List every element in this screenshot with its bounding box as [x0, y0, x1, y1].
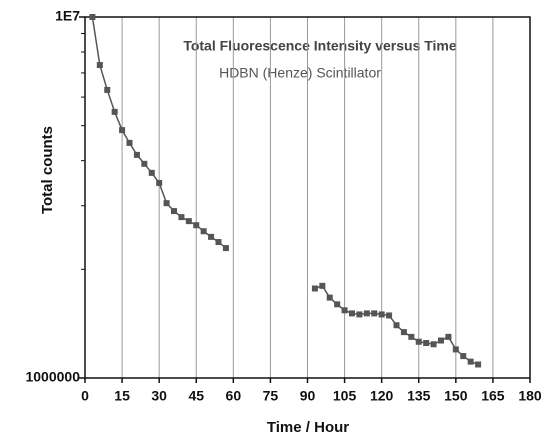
point — [393, 322, 400, 329]
point — [363, 310, 370, 317]
point — [326, 294, 333, 301]
point — [386, 312, 393, 319]
x-tick-label: 60 — [226, 388, 242, 404]
point — [222, 245, 229, 252]
point — [104, 86, 111, 93]
y-axis-label: Total counts — [39, 126, 56, 214]
point — [119, 127, 126, 134]
x-tick-label: 15 — [114, 388, 130, 404]
y-tick-label: 1E7 — [55, 8, 80, 24]
x-tick-label: 165 — [481, 388, 505, 404]
x-tick-label: 105 — [333, 388, 357, 404]
point — [460, 353, 467, 360]
x-tick-label: 180 — [518, 388, 542, 404]
x-tick-label: 150 — [444, 388, 468, 404]
point — [445, 333, 452, 340]
point — [415, 338, 422, 345]
x-tick-label: 0 — [81, 388, 89, 404]
point — [334, 301, 341, 308]
point — [319, 282, 326, 289]
x-axis-label: Time / Hour — [267, 419, 349, 436]
point — [133, 151, 140, 158]
chart-title: Total Fluorescence Intensity versus Time — [183, 38, 457, 54]
point — [185, 218, 192, 225]
point — [430, 341, 437, 348]
point — [452, 346, 459, 353]
point — [341, 307, 348, 314]
x-tick-label: 135 — [407, 388, 431, 404]
point — [215, 239, 222, 246]
x-tick-label: 45 — [188, 388, 204, 404]
x-tick-label: 75 — [263, 388, 279, 404]
plot-frame — [84, 16, 531, 379]
point — [349, 310, 355, 317]
point — [467, 358, 474, 365]
point — [148, 169, 155, 176]
point — [371, 310, 378, 317]
point — [89, 14, 96, 20]
point — [208, 233, 215, 240]
point — [111, 108, 118, 115]
point — [311, 285, 318, 292]
point — [400, 329, 407, 336]
x-tick-label: 120 — [370, 388, 394, 404]
point — [156, 179, 163, 186]
x-tick-label: 30 — [151, 388, 167, 404]
point — [126, 139, 133, 146]
x-tick-label: 90 — [300, 388, 316, 404]
point — [408, 333, 415, 340]
point — [200, 228, 207, 235]
point — [178, 214, 185, 221]
point — [475, 361, 482, 368]
y-tick-label: 1000000 — [25, 369, 80, 385]
point — [163, 200, 170, 207]
point — [193, 222, 200, 229]
chart-subtitle: HDBN (Henze) Scintillator — [219, 65, 381, 81]
point — [356, 311, 363, 318]
point — [378, 311, 385, 318]
point — [171, 208, 177, 215]
point — [438, 337, 444, 344]
point — [96, 62, 103, 69]
point — [423, 340, 430, 347]
point — [141, 160, 148, 167]
